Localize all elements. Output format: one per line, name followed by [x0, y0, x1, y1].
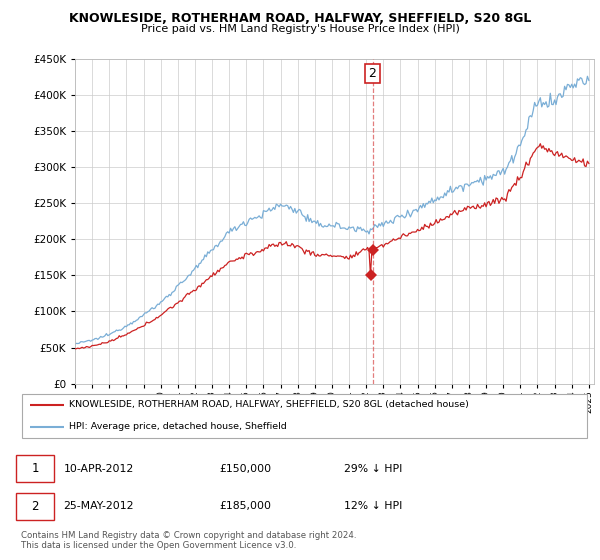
Text: 10-APR-2012: 10-APR-2012	[64, 464, 134, 474]
Text: 2: 2	[368, 67, 376, 80]
Text: Contains HM Land Registry data © Crown copyright and database right 2024.: Contains HM Land Registry data © Crown c…	[21, 531, 356, 540]
Text: £150,000: £150,000	[220, 464, 272, 474]
Text: HPI: Average price, detached house, Sheffield: HPI: Average price, detached house, Shef…	[69, 422, 287, 431]
Text: 2: 2	[31, 500, 39, 513]
Text: Price paid vs. HM Land Registry's House Price Index (HPI): Price paid vs. HM Land Registry's House …	[140, 24, 460, 34]
FancyBboxPatch shape	[16, 455, 55, 482]
Text: KNOWLESIDE, ROTHERHAM ROAD, HALFWAY, SHEFFIELD, S20 8GL: KNOWLESIDE, ROTHERHAM ROAD, HALFWAY, SHE…	[69, 12, 531, 25]
Text: KNOWLESIDE, ROTHERHAM ROAD, HALFWAY, SHEFFIELD, S20 8GL (detached house): KNOWLESIDE, ROTHERHAM ROAD, HALFWAY, SHE…	[69, 400, 469, 409]
Text: £185,000: £185,000	[220, 501, 271, 511]
Text: 12% ↓ HPI: 12% ↓ HPI	[344, 501, 403, 511]
FancyBboxPatch shape	[22, 394, 587, 438]
FancyBboxPatch shape	[16, 493, 55, 520]
Text: 29% ↓ HPI: 29% ↓ HPI	[344, 464, 403, 474]
Text: 25-MAY-2012: 25-MAY-2012	[64, 501, 134, 511]
Text: This data is licensed under the Open Government Licence v3.0.: This data is licensed under the Open Gov…	[21, 541, 296, 550]
Text: 1: 1	[31, 462, 39, 475]
